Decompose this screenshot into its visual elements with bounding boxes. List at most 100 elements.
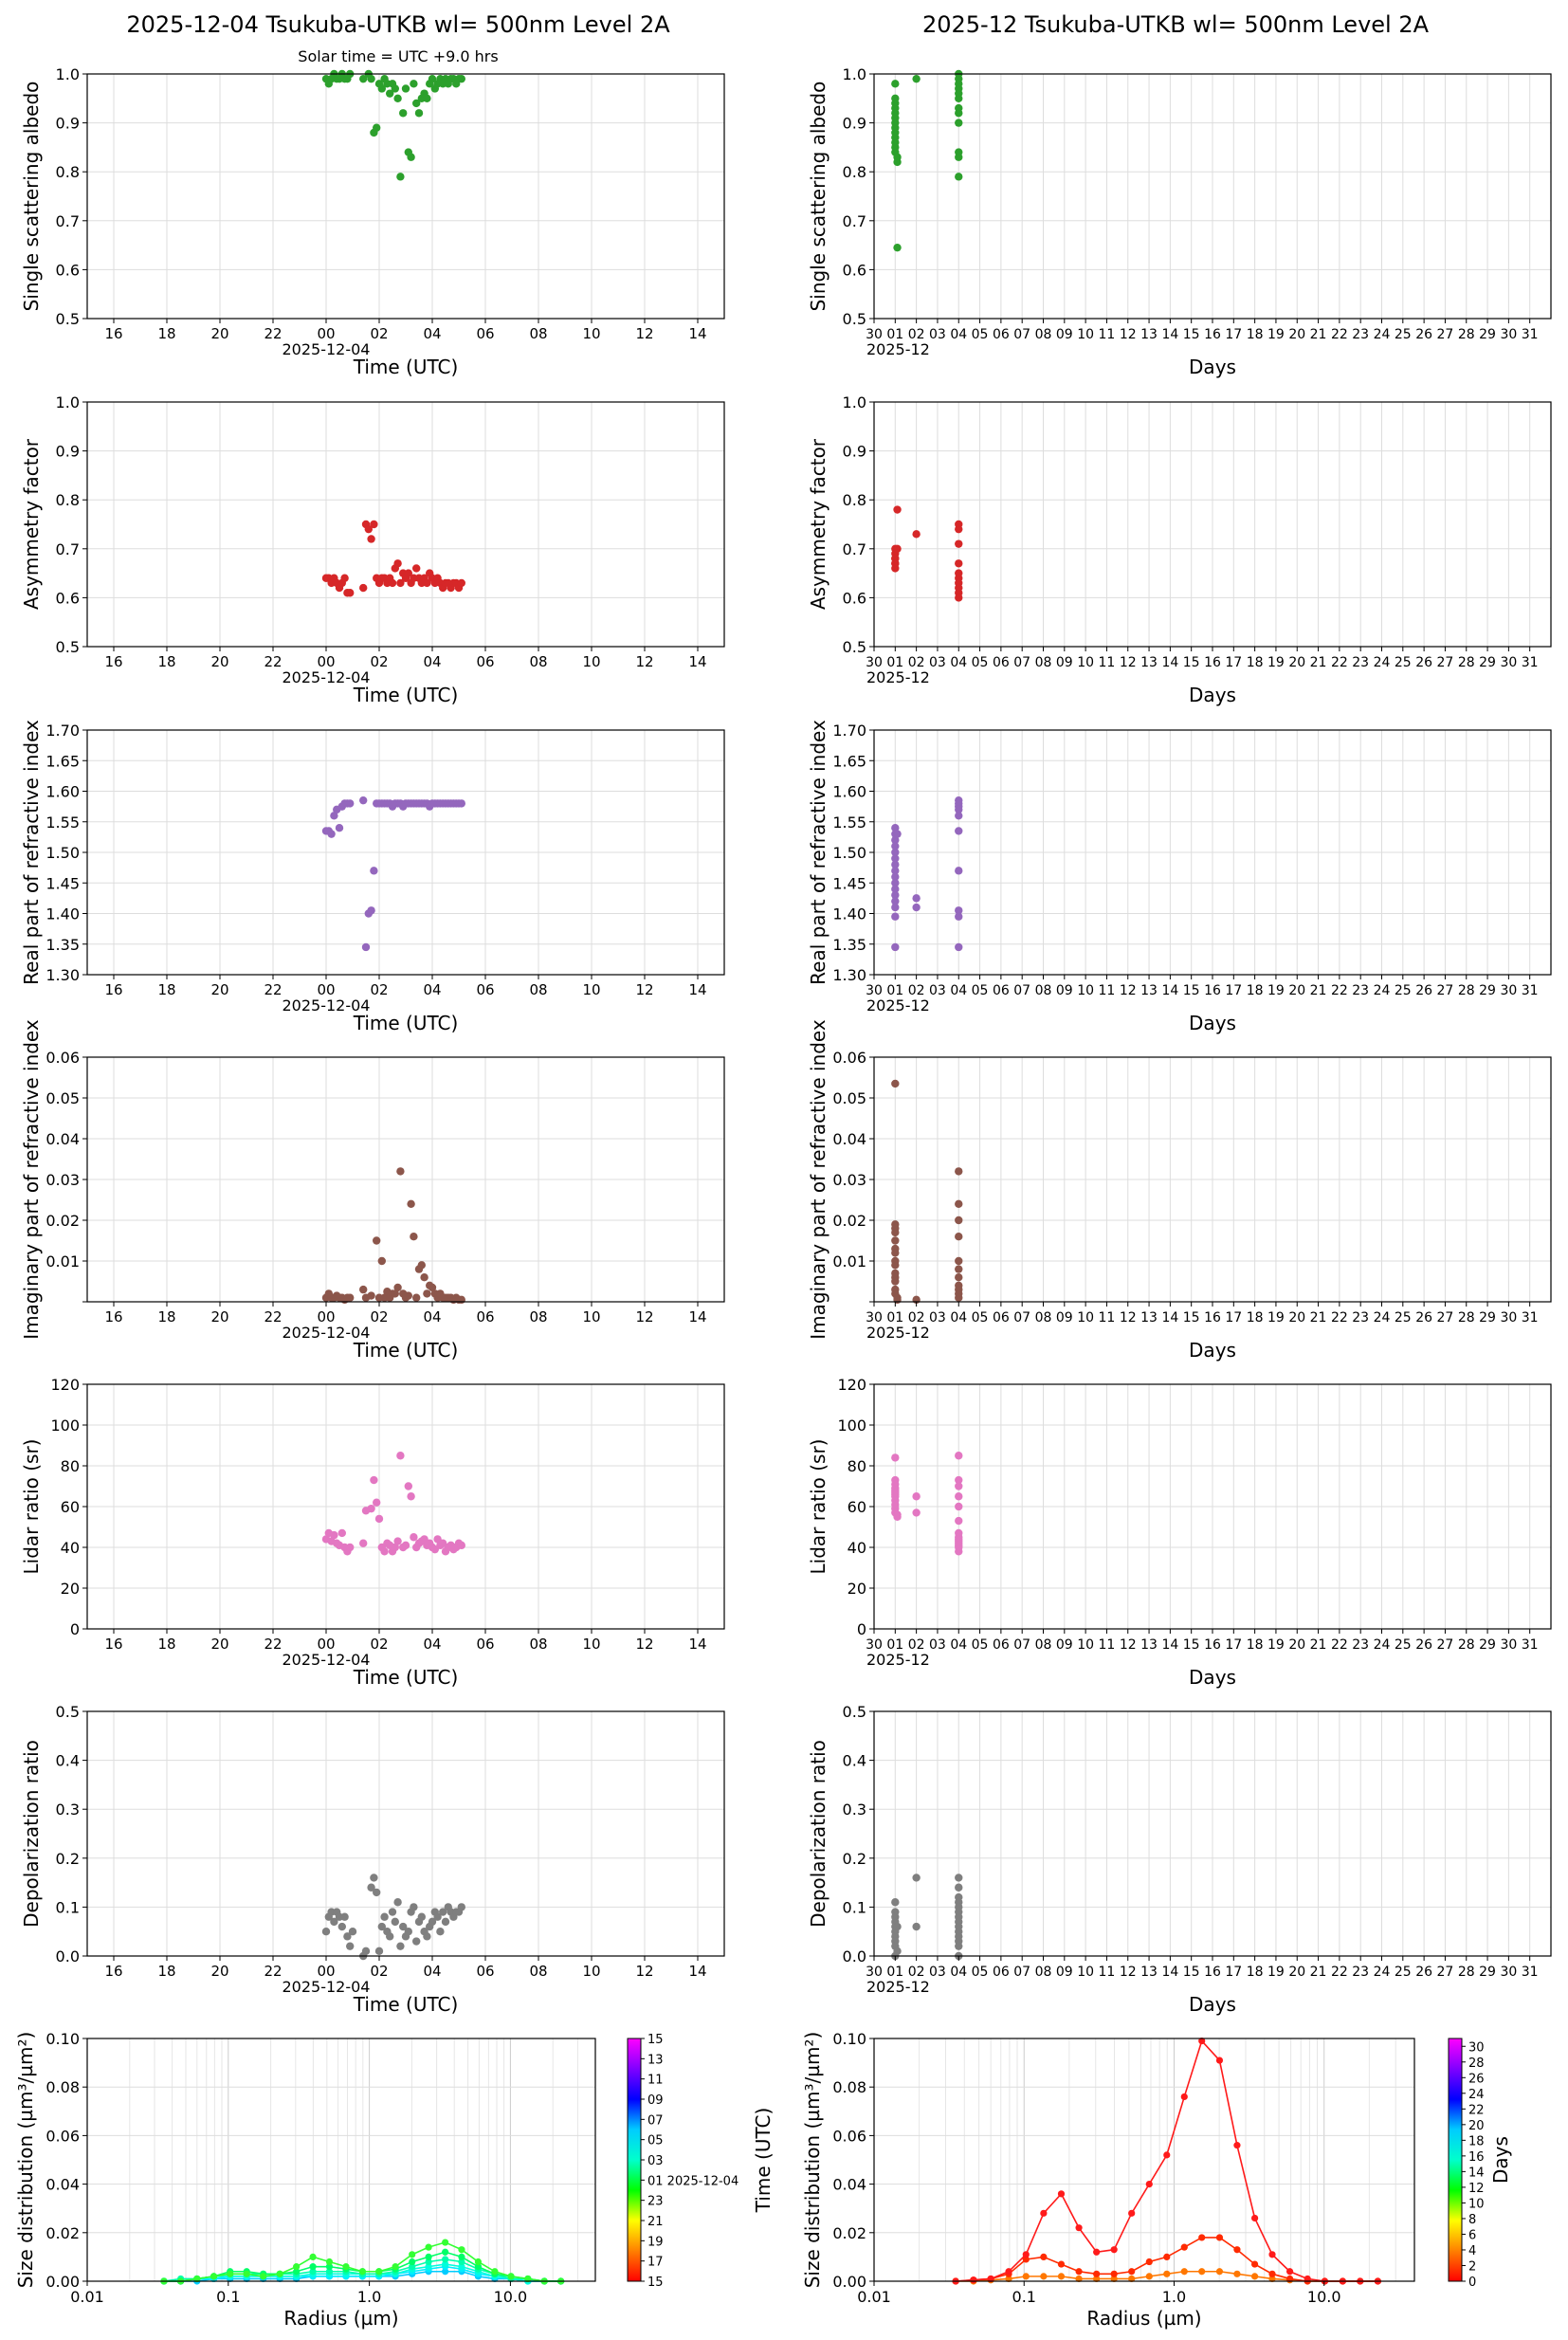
data-point (912, 1492, 921, 1501)
x-tick-label: 21 (1310, 655, 1327, 670)
y-tick-label: 0.7 (843, 212, 866, 230)
data-point (407, 1492, 415, 1501)
data-point (912, 74, 921, 83)
x-tick-label: 09 (1056, 1965, 1073, 1980)
x-tick-label: 02 (370, 981, 388, 998)
x-tick-label: 20 (210, 1636, 228, 1653)
series-point (409, 2251, 416, 2258)
series-point (1057, 2190, 1066, 2198)
data-point (955, 1293, 963, 1302)
data-point (893, 544, 902, 553)
data-point (407, 153, 415, 161)
data-point (436, 1928, 445, 1936)
x-tick-label: 15 (1183, 1965, 1200, 1980)
y-tick-label: 0.7 (56, 540, 80, 558)
x-tick-label: 03 (929, 655, 946, 670)
x-tick-label: 24 (1374, 1965, 1391, 1980)
series-point (1268, 2251, 1276, 2258)
series-point (1233, 2246, 1241, 2254)
x-tick-label: 28 (1458, 1965, 1475, 1980)
data-point (955, 1452, 963, 1460)
x-tick-label: 1.0 (357, 2288, 381, 2306)
data-point (423, 94, 431, 103)
colorbar-tick-label: 0 (1468, 2276, 1476, 2290)
x-tick-label: 06 (993, 983, 1010, 998)
x-tick-label: 03 (929, 1965, 946, 1980)
date-label: 2025-12 (866, 1978, 930, 1996)
y-tick-label: 0.8 (843, 491, 866, 509)
x-tick-label: 02 (908, 655, 925, 670)
data-point (321, 1928, 331, 1936)
x-tick-label: 13 (1140, 1637, 1158, 1653)
x-tick-label: 10 (582, 1963, 600, 1980)
x-tick-label: 07 (1013, 1965, 1030, 1980)
x-tick-label: 18 (1247, 983, 1264, 998)
x-tick-label: 08 (529, 325, 547, 342)
x-tick-label: 12 (1120, 655, 1137, 670)
data-point (359, 74, 368, 83)
x-tick-label: 12 (635, 1636, 653, 1653)
data-point (396, 173, 405, 181)
x-tick-label: 20 (210, 653, 228, 670)
y-tick-label: 0.8 (843, 163, 866, 181)
y-tick-label: 0.2 (843, 1850, 866, 1868)
data-point (396, 1167, 405, 1176)
x-tick-label: 23 (1352, 327, 1369, 342)
series-point (1022, 2273, 1030, 2280)
date-label: 2025-12-04 (283, 996, 371, 1015)
y-tick-label: 0.02 (46, 2224, 80, 2242)
data-point (370, 520, 378, 529)
x-tick-label: 06 (993, 327, 1010, 342)
series-point (1110, 2270, 1118, 2277)
y-tick-label: 1.70 (832, 722, 866, 740)
series-point (491, 2268, 499, 2276)
y-axis-label: Asymmetry factor (20, 438, 43, 610)
data-point (391, 84, 399, 93)
y-tick-label: 0.5 (56, 1703, 80, 1721)
data-point (891, 1079, 900, 1088)
data-point (373, 1236, 381, 1245)
x-tick-label: 16 (1204, 327, 1221, 342)
x-tick-label: 11 (1099, 327, 1116, 342)
colorbar-tick-label: 05 (647, 2134, 664, 2148)
x-tick-label: 04 (950, 327, 967, 342)
colorbar-tick-label: 6 (1468, 2228, 1476, 2242)
data-point (388, 578, 397, 588)
data-point (457, 1295, 465, 1305)
y-tick-label: 0.4 (56, 1752, 80, 1770)
x-tick-label: 26 (1415, 1965, 1432, 1980)
x-tick-label: 12 (1120, 983, 1137, 998)
x-tick-label: 10 (1077, 983, 1094, 998)
x-tick-label: 03 (929, 1310, 946, 1325)
y-tick-label: 1.60 (832, 783, 866, 801)
data-point (377, 84, 386, 93)
data-point (893, 1295, 902, 1305)
data-point (955, 524, 963, 534)
data-point (912, 1922, 921, 1931)
y-tick-label: 0.10 (832, 2030, 866, 2048)
x-tick-label: 02 (370, 1636, 388, 1653)
x-tick-label: 26 (1415, 983, 1432, 998)
x-tick-label: 02 (908, 327, 925, 342)
series-point (987, 2275, 994, 2283)
x-tick-label: 18 (1247, 655, 1264, 670)
data-point (891, 80, 900, 88)
x-tick-label: 00 (317, 325, 335, 342)
data-point (955, 539, 963, 548)
y-tick-label: 60 (848, 1498, 866, 1516)
y-tick-label: 0.5 (56, 638, 80, 656)
x-tick-label: 0.1 (1012, 2288, 1036, 2306)
x-tick-label: 06 (993, 1310, 1010, 1325)
x-tick-label: 28 (1458, 1637, 1475, 1653)
colorbar-tick-label: 4 (1468, 2244, 1476, 2258)
x-tick-label: 14 (1161, 327, 1178, 342)
data-point (891, 854, 900, 863)
data-point (393, 559, 402, 568)
data-point (396, 1452, 405, 1460)
colorbar-tick-label: 24 (1468, 2088, 1485, 2102)
y-tick-label: 0.04 (46, 2176, 80, 2194)
x-tick-label: 18 (157, 653, 175, 670)
series-point (1233, 2270, 1241, 2277)
x-tick-label: 25 (1395, 1965, 1412, 1980)
y-tick-label: 0.03 (46, 1171, 80, 1189)
